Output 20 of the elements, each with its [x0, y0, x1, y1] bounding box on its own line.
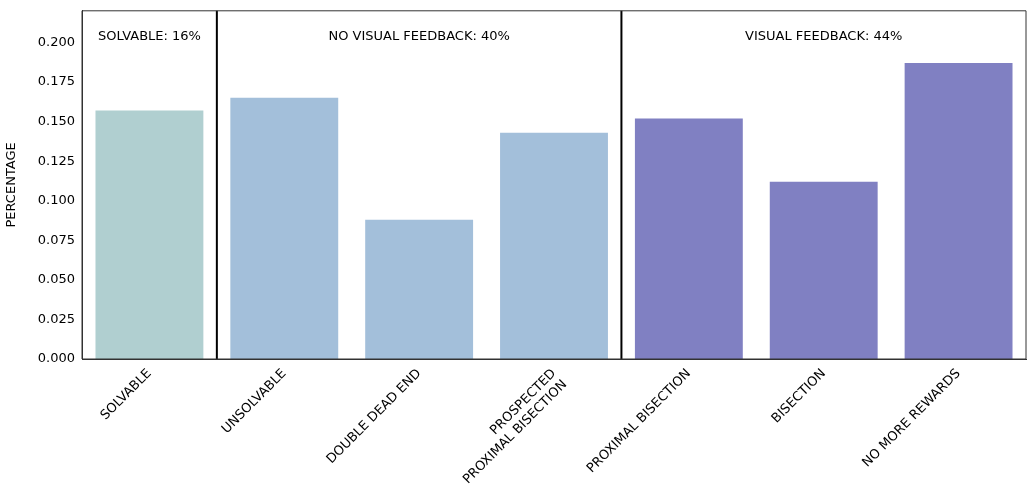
y-tick-label: 0.125	[37, 152, 75, 168]
y-tick-label: 0.075	[37, 231, 75, 247]
annotation: SOLVABLE: 16%	[97, 28, 201, 44]
annotation: NO VISUAL FEEDBACK: 40%	[328, 28, 510, 44]
bar	[769, 181, 878, 359]
bar	[95, 110, 204, 359]
bar	[500, 132, 608, 359]
bar	[634, 118, 743, 359]
y-tick-label: 0.100	[37, 192, 75, 208]
y-tick-label: 0.000	[37, 350, 75, 366]
bar	[365, 219, 474, 359]
bar	[230, 97, 339, 359]
bar	[904, 63, 1013, 359]
annotation: VISUAL FEEDBACK: 44%	[745, 28, 903, 44]
y-tick-label: 0.025	[37, 310, 75, 326]
y-tick-label: 0.050	[37, 271, 75, 287]
y-tick-label: 0.200	[37, 33, 75, 49]
y-tick-label: 0.150	[37, 112, 75, 128]
y-axis-title: PERCENTAGE	[3, 142, 19, 228]
y-tick-label: 0.175	[37, 73, 75, 89]
